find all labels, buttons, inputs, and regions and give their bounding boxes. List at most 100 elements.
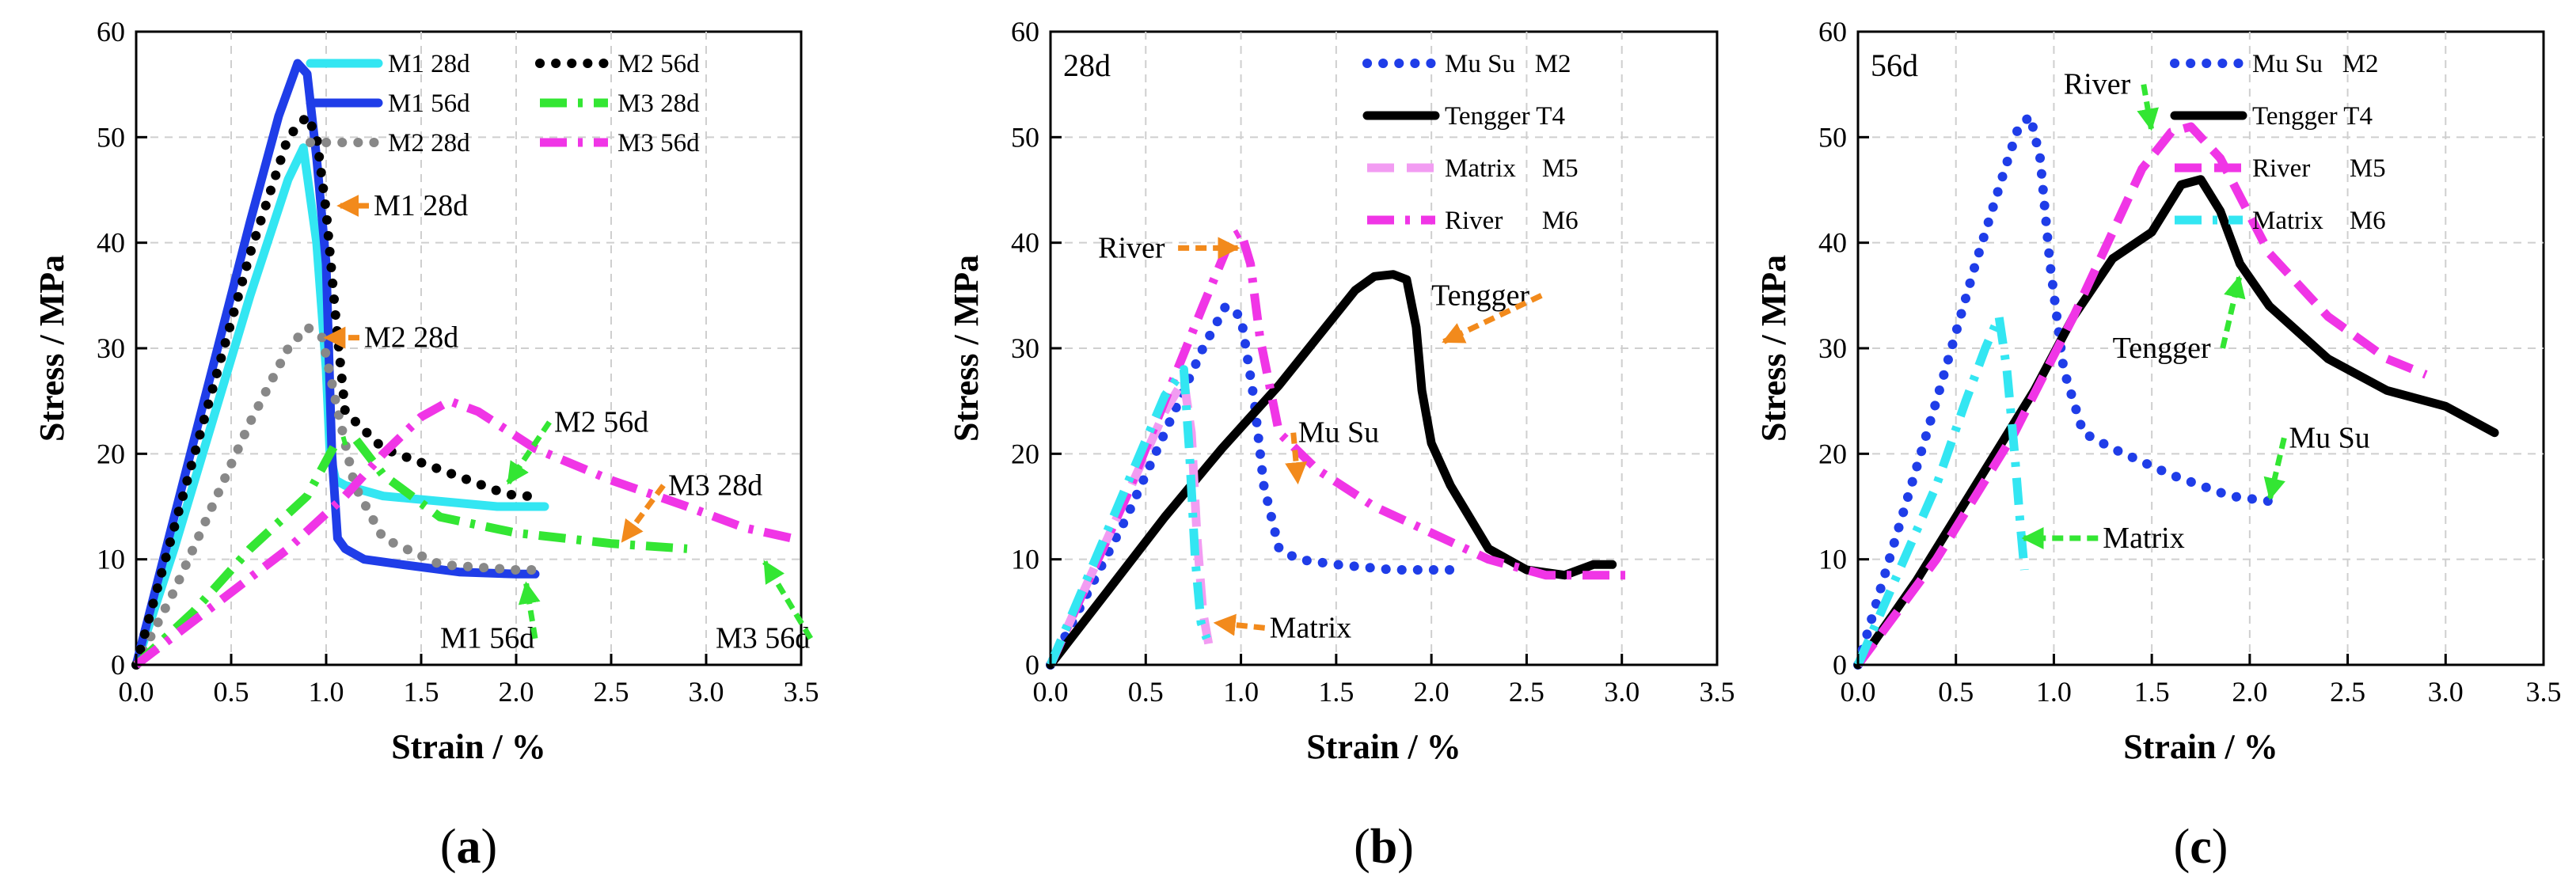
- series-line-m3-56d-a: [133, 397, 793, 669]
- y-tick-label-c: 60: [1818, 16, 1847, 47]
- x-tick-label-a: 2.5: [594, 676, 629, 708]
- annotation-m3-56d-a: M3 56d: [716, 622, 810, 655]
- y-tick-label-a: 30: [97, 332, 125, 364]
- legend-label-river-m5-c: River M5: [2252, 154, 2386, 183]
- x-axis-label-a: Strain / %: [391, 727, 546, 766]
- annotation-arrow-mu-su-c: [2263, 437, 2287, 501]
- annotation-matrix-c: Matrix: [2103, 522, 2184, 555]
- panel-letter-b: b: [1370, 820, 1397, 874]
- x-tick-label-c: 2.5: [2330, 676, 2365, 708]
- annotation-m1-56d-a: M1 56d: [440, 622, 534, 655]
- y-tick-label-b: 50: [1011, 121, 1039, 153]
- y-tick-label-a: 10: [97, 544, 125, 575]
- annotation-arrow-tengger-b: [1442, 293, 1543, 344]
- annotation-m1-28d-a: M1 28d: [374, 189, 468, 222]
- y-tick-label-a: 50: [97, 121, 125, 153]
- x-tick-label-a: 3.0: [689, 676, 724, 708]
- grid-b: [1051, 32, 1717, 665]
- x-tick-label-b: 0.0: [1033, 676, 1069, 708]
- series-line-matrix-curve-b: [1046, 365, 1211, 667]
- series-line-mu-su-m2-b: [1046, 301, 1456, 670]
- x-tick-label-b: 2.0: [1414, 676, 1449, 708]
- legend-label-m1-28d-a: M1 28d: [388, 50, 470, 78]
- corner-label-b: 28d: [1063, 47, 1111, 83]
- x-tick-label-b: 0.5: [1128, 676, 1164, 708]
- annotation-m2-56d-a: M2 56d: [554, 405, 648, 438]
- x-tick-label-b: 2.5: [1509, 676, 1544, 708]
- x-tick-label-c: 1.5: [2134, 676, 2170, 708]
- legend-label-mu-su-m2-b: Mu Su M2: [1445, 50, 1571, 78]
- y-tick-label-b: 20: [1011, 438, 1039, 469]
- annotation-arrow-m3-56d-a: [762, 560, 814, 640]
- annotation-arrow-mu-su-b: [1285, 432, 1308, 485]
- annotations-b: River Tengger Mu Su Matrix: [1098, 231, 1543, 644]
- series-line-tengger-t4-b: [1046, 270, 1617, 670]
- annotation-arrow-matrix-b: [1213, 613, 1266, 636]
- series-line-m2-56d-a: [131, 111, 540, 670]
- annotation-river-b: River: [1098, 231, 1165, 264]
- legend-label-matrix-m6-c: Matrix M6: [2252, 207, 2386, 235]
- series-layer-a: [131, 59, 793, 670]
- x-tick-label-c: 3.0: [2428, 676, 2464, 708]
- y-tick-label-c: 10: [1818, 544, 1847, 575]
- x-tick-label-c: 0.0: [1841, 676, 1876, 708]
- chart-panel-b: 0.0 0.5 1.0 1.5 2.0 2.5 3.0 3.5 0 10 20 30 40 50 60 28…: [947, 16, 1735, 874]
- panel-letter-c: c: [2190, 820, 2212, 874]
- panel-label-b: (b): [1354, 820, 1414, 874]
- y-tick-label-b: 30: [1011, 332, 1039, 364]
- legend-label-river-m6-b: River M6: [1445, 207, 1579, 235]
- y-tick-label-a: 20: [97, 438, 125, 469]
- annotation-arrow-tengger-c: [2220, 275, 2246, 349]
- annotation-mu-su-c: Mu Su: [2289, 421, 2369, 454]
- y-axis-label-c: Stress / MPa: [1754, 255, 1793, 442]
- annotation-arrow-river-c: [2137, 84, 2159, 131]
- annotation-m2-28d-a: M2 28d: [364, 321, 458, 355]
- y-tick-label-a: 40: [97, 227, 125, 259]
- chart-panel-a: 0.0 0.5 1.0 1.5 2.0 2.5 3.0 3.5 0 10 20 30 40 50 60 St…: [32, 16, 819, 874]
- x-tick-label-c: 1.0: [2036, 676, 2072, 708]
- y-tick-label-c: 50: [1818, 121, 1847, 153]
- y-tick-label-c: 40: [1818, 227, 1847, 259]
- legend-label-tengger-t4-c: Tengger T4: [2252, 102, 2373, 131]
- x-axis-label-b: Strain / %: [1306, 727, 1461, 766]
- x-tick-label-b: 3.0: [1604, 676, 1639, 708]
- x-tick-label-c: 3.5: [2526, 676, 2562, 708]
- y-tick-label-c: 20: [1818, 438, 1847, 469]
- x-tick-label-a: 0.0: [119, 676, 154, 708]
- ticks-c: 0.0 0.5 1.0 1.5 2.0 2.5 3.0 3.5 0 10 20 30 40 50 60: [1818, 16, 2562, 708]
- legend-label-tengger-t4-b: Tengger T4: [1445, 102, 1565, 131]
- panel-label-a: (a): [440, 820, 497, 874]
- legend-label-m1-56d-a: M1 56d: [388, 89, 470, 118]
- series-line-tengger-t4-c: [1853, 175, 2499, 670]
- legend-b: Mu Su M2 Tengger T4 Matrix M5 River M6: [1362, 50, 1579, 235]
- x-tick-label-b: 1.0: [1223, 676, 1259, 708]
- x-axis-label-c: Strain / %: [2123, 727, 2278, 766]
- annotation-matrix-b: Matrix: [1270, 611, 1351, 644]
- y-tick-label-b: 60: [1011, 16, 1039, 47]
- annotation-tengger-b: Tengger: [1431, 279, 1529, 312]
- series-line-m2-28d-a: [131, 322, 540, 670]
- corner-label-c: 56d: [1871, 47, 1918, 83]
- grid-c: [1858, 32, 2544, 665]
- y-tick-label-b: 0: [1025, 649, 1039, 681]
- y-tick-label-a: 60: [97, 16, 125, 47]
- legend-label-m3-56d-a: M3 56d: [617, 129, 700, 158]
- x-tick-label-a: 2.0: [499, 676, 534, 708]
- annotation-river-c: River: [2064, 68, 2131, 101]
- y-tick-label-c: 30: [1818, 332, 1847, 364]
- grid-a: [136, 32, 801, 665]
- x-tick-label-a: 1.0: [309, 676, 344, 708]
- series-line-mu-su-m2-c: [1853, 111, 2274, 670]
- series-line-m1-28d-a: [131, 143, 549, 670]
- annotations-a: M1 28d M2 28d M2 56d M3 28d M1 56d M3 56d: [323, 189, 814, 655]
- y-tick-label-c: 0: [1833, 649, 1847, 681]
- y-tick-label-b: 40: [1011, 227, 1039, 259]
- annotations-c: River Tengger Mu Su Matrix: [2021, 68, 2370, 555]
- annotation-m3-28d-a: M3 28d: [668, 469, 762, 502]
- x-tick-label-b: 1.5: [1318, 676, 1354, 708]
- x-tick-label-a: 1.5: [404, 676, 439, 708]
- series-line-matrix-m6-c: [1853, 312, 2029, 667]
- annotation-mu-su-b: Mu Su: [1298, 416, 1379, 450]
- x-tick-label-b: 3.5: [1700, 676, 1735, 708]
- series-line-m1-56d-a: [131, 59, 540, 670]
